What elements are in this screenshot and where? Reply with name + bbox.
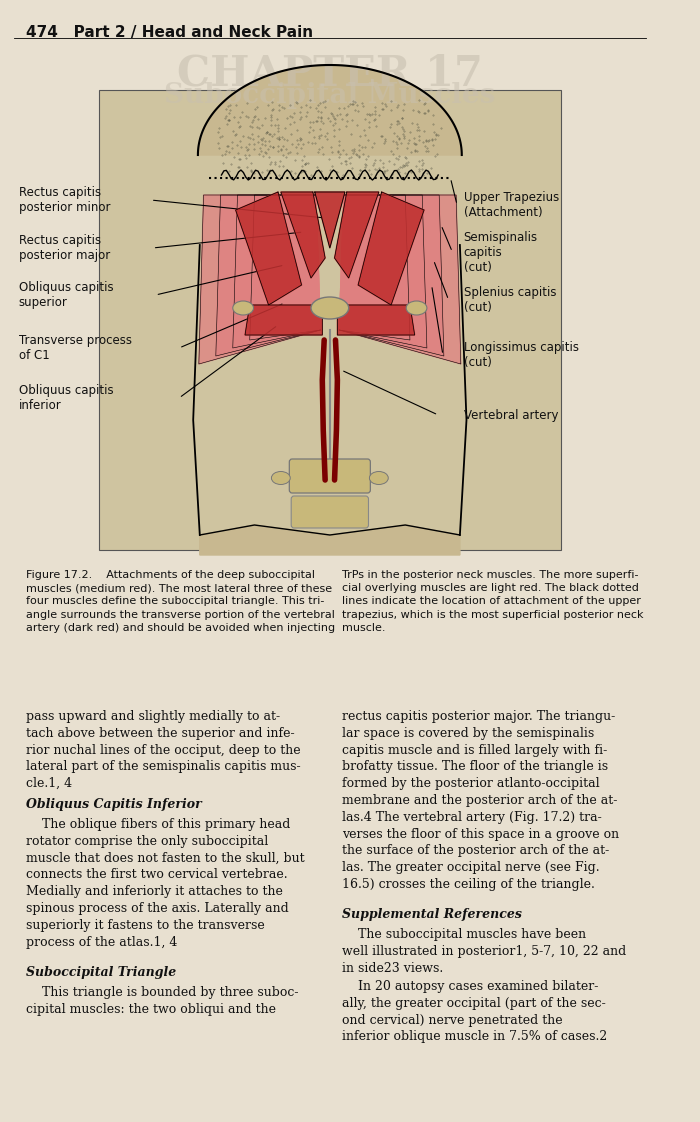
Polygon shape — [216, 195, 321, 356]
Ellipse shape — [311, 297, 349, 319]
Text: Figure 17.2.    Attachments of the deep suboccipital
muscles (medium red). The m: Figure 17.2. Attachments of the deep sub… — [27, 570, 335, 633]
Polygon shape — [337, 305, 414, 335]
Polygon shape — [340, 195, 444, 356]
Polygon shape — [315, 192, 345, 248]
Text: In 20 autopsy cases examined bilater-
ally, the greater occipital (part of the s: In 20 autopsy cases examined bilater- al… — [342, 980, 608, 1043]
Text: 474   Part 2 / Head and Neck Pain: 474 Part 2 / Head and Neck Pain — [27, 25, 314, 40]
Polygon shape — [233, 195, 321, 348]
Text: Splenius capitis
(cut): Splenius capitis (cut) — [463, 286, 556, 314]
Polygon shape — [335, 192, 379, 278]
Text: Semispinalis
capitis
(cut): Semispinalis capitis (cut) — [463, 230, 538, 274]
Text: The suboccipital muscles have been
well illustrated in posterior1, 5-7, 10, 22 a: The suboccipital muscles have been well … — [342, 928, 626, 975]
Polygon shape — [199, 525, 460, 555]
Text: The oblique fibers of this primary head
rotator comprise the only suboccipital
m: The oblique fibers of this primary head … — [27, 818, 305, 948]
FancyBboxPatch shape — [291, 496, 368, 528]
Polygon shape — [245, 305, 322, 335]
Text: Transverse process
of C1: Transverse process of C1 — [19, 334, 132, 362]
FancyBboxPatch shape — [99, 90, 561, 550]
Polygon shape — [340, 195, 461, 364]
Polygon shape — [340, 195, 427, 348]
Ellipse shape — [233, 301, 253, 315]
Polygon shape — [358, 192, 424, 305]
Text: Supplemental References: Supplemental References — [342, 908, 522, 921]
Polygon shape — [340, 195, 410, 340]
Polygon shape — [281, 192, 325, 278]
Ellipse shape — [370, 471, 389, 485]
Text: Suboccipital Muscles: Suboccipital Muscles — [164, 82, 496, 109]
Polygon shape — [199, 195, 321, 364]
FancyBboxPatch shape — [289, 459, 370, 493]
Text: Rectus capitis
posterior minor: Rectus capitis posterior minor — [19, 186, 111, 214]
Text: rectus capitis posterior major. The triangu-
lar space is covered by the semispi: rectus capitis posterior major. The tria… — [342, 710, 620, 891]
Text: Longissimus capitis
(cut): Longissimus capitis (cut) — [463, 341, 579, 369]
Text: Obliquus capitis
inferior: Obliquus capitis inferior — [19, 384, 113, 412]
Polygon shape — [198, 65, 462, 155]
Text: Obliquus capitis
superior: Obliquus capitis superior — [19, 280, 113, 309]
Polygon shape — [236, 192, 302, 305]
Text: pass upward and slightly medially to at-
tach above between the superior and inf: pass upward and slightly medially to at-… — [27, 710, 301, 790]
Text: This triangle is bounded by three suboc-
cipital muscles: the two obliqui and th: This triangle is bounded by three suboc-… — [27, 986, 299, 1015]
Ellipse shape — [406, 301, 427, 315]
Text: Rectus capitis
posterior major: Rectus capitis posterior major — [19, 234, 110, 263]
Text: Obliquus Capitis Inferior: Obliquus Capitis Inferior — [27, 798, 202, 811]
Ellipse shape — [272, 471, 290, 485]
Text: CHAPTER 17: CHAPTER 17 — [177, 52, 483, 94]
Text: Upper Trapezius
(Attachment): Upper Trapezius (Attachment) — [463, 191, 559, 219]
Text: TrPs in the posterior neck muscles. The more superfi-
cial overlying muscles are: TrPs in the posterior neck muscles. The … — [342, 570, 643, 633]
Text: Vertebral artery: Vertebral artery — [463, 408, 558, 422]
Polygon shape — [250, 195, 321, 340]
Text: Suboccipital Triangle: Suboccipital Triangle — [27, 966, 176, 980]
